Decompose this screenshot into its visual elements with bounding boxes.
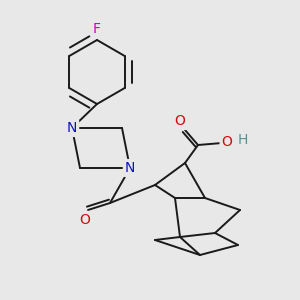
Text: O: O <box>80 213 90 227</box>
Text: O: O <box>222 135 232 149</box>
Text: H: H <box>238 133 248 147</box>
Text: F: F <box>93 22 101 36</box>
Text: N: N <box>125 161 135 175</box>
Text: N: N <box>67 121 77 135</box>
Text: O: O <box>175 114 185 128</box>
